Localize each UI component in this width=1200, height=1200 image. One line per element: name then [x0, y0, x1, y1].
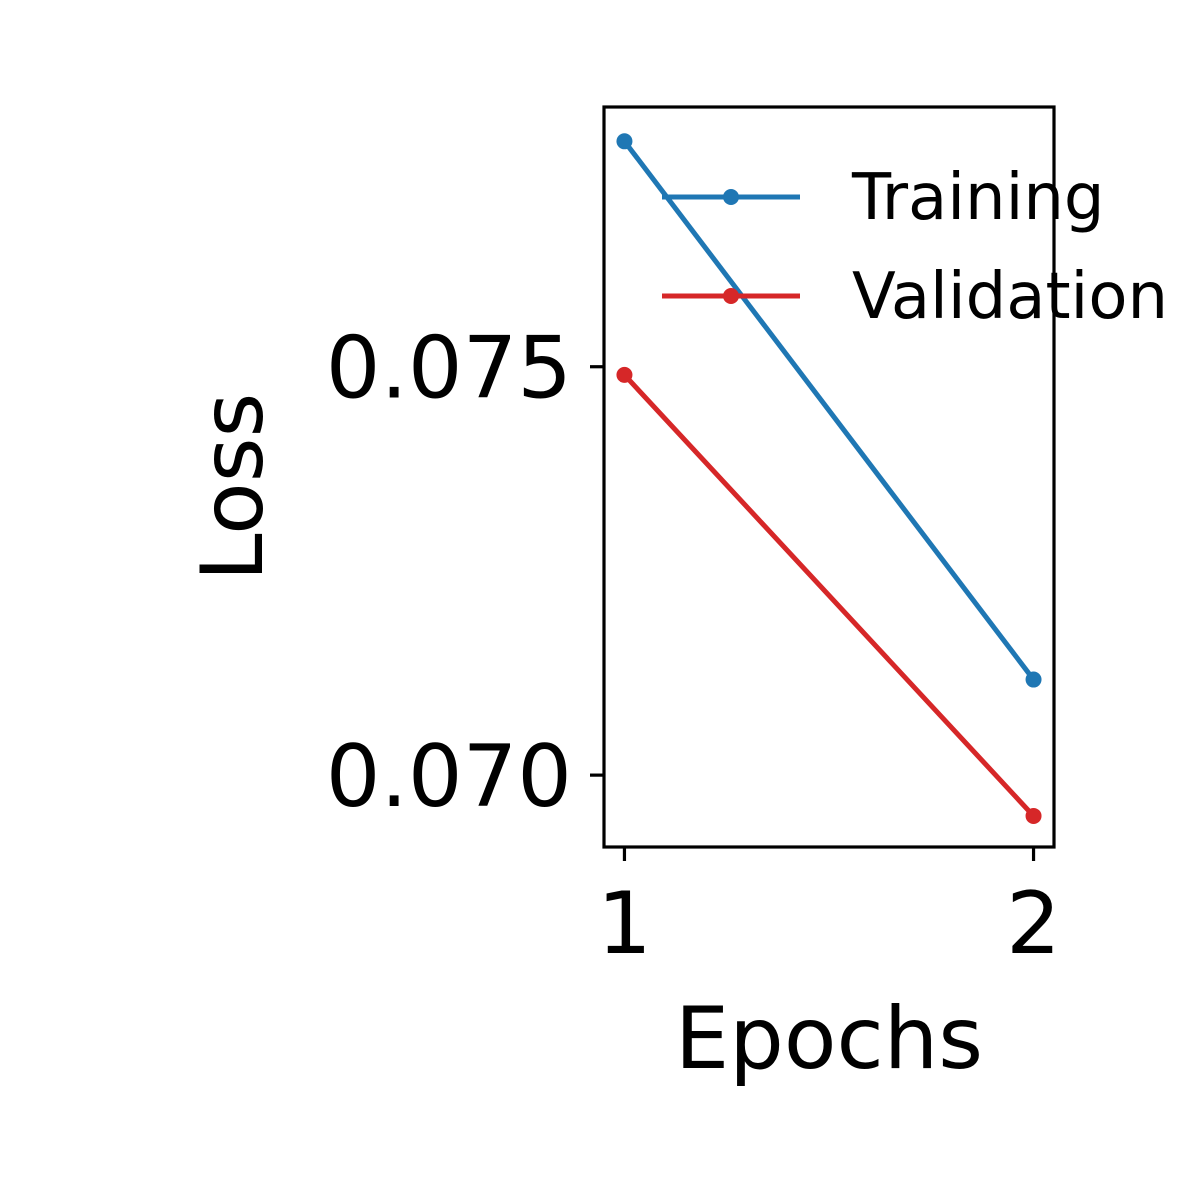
plot-area	[604, 107, 1054, 847]
y-tick-label-0-075: 0.075	[326, 319, 572, 419]
x-tick-label-1: 1	[597, 874, 652, 974]
plot-frame	[602, 105, 1056, 849]
training-series-line	[620, 137, 1038, 684]
legend-training-label: Training	[851, 161, 1105, 235]
legend-validation-marker	[723, 288, 739, 304]
validation-point-1	[616, 366, 633, 383]
axes-layer: 1 2 0.070 0.075	[326, 105, 1061, 974]
training-point-2	[1025, 671, 1042, 688]
legend: Training Validation	[662, 161, 1168, 334]
validation-series-line	[620, 371, 1038, 820]
y-tick-label-0-070: 0.070	[326, 727, 572, 827]
y-axis-label: Loss	[183, 393, 283, 582]
legend-training-marker	[723, 189, 739, 205]
plot-background	[604, 107, 1054, 847]
x-tick-label-2: 2	[1006, 874, 1061, 974]
x-axis-label: Epochs	[675, 989, 983, 1089]
series-layer	[616, 133, 1042, 824]
training-point-1	[616, 133, 633, 150]
validation-point-2	[1025, 807, 1042, 824]
legend-validation-label: Validation	[852, 260, 1168, 334]
